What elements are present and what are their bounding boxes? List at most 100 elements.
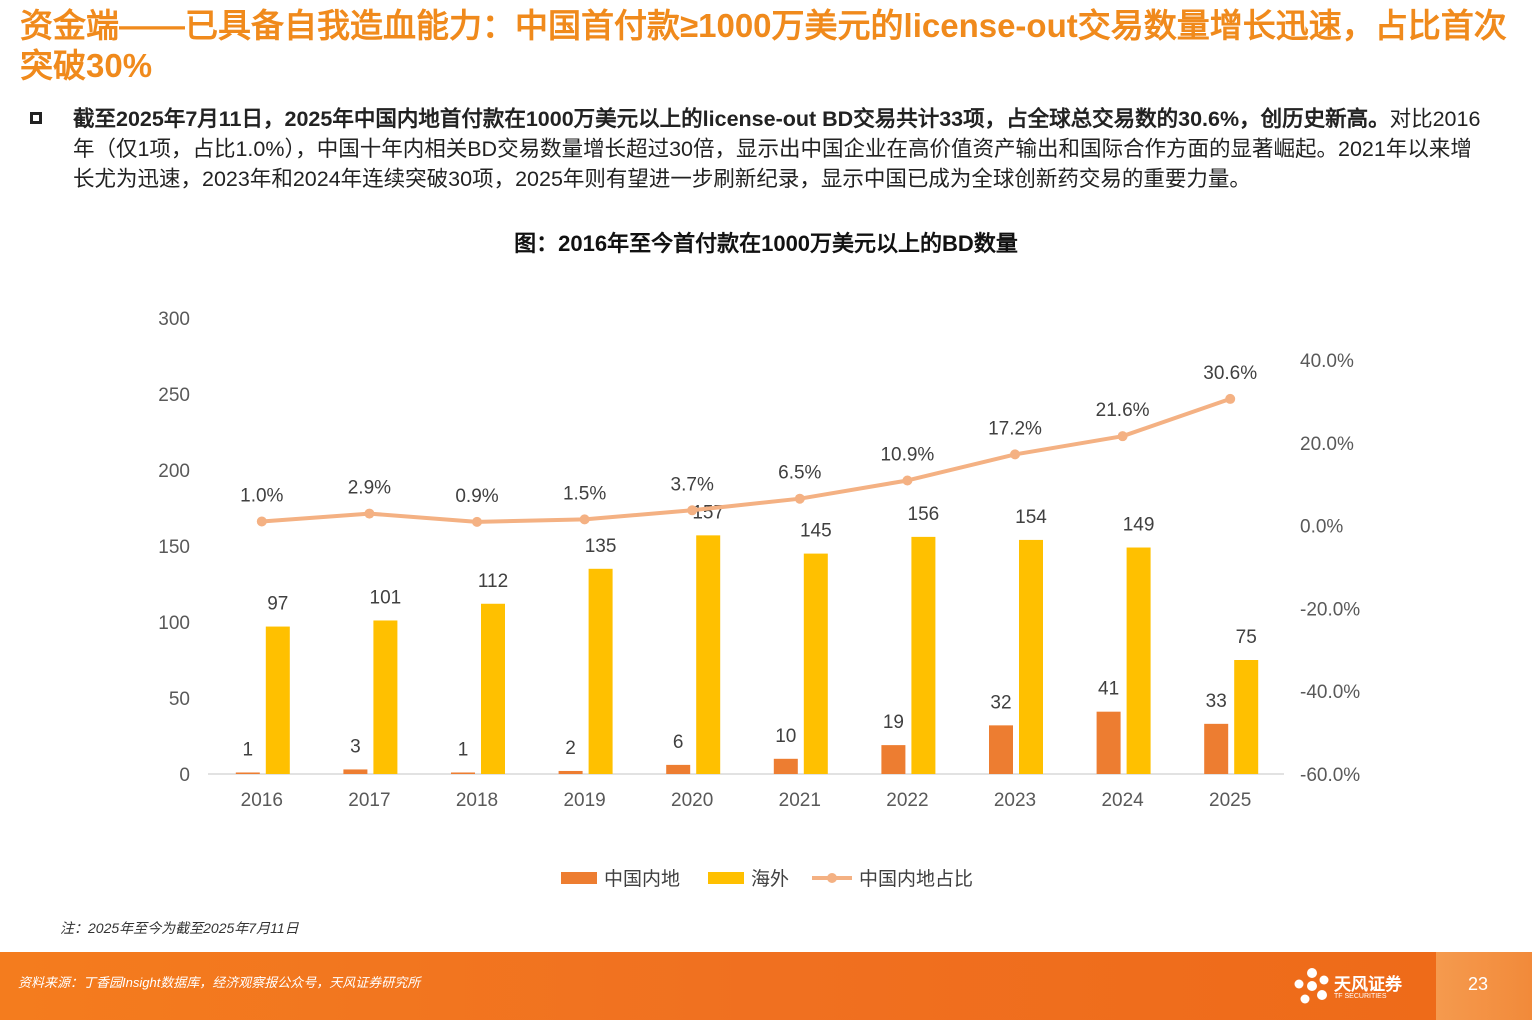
- y-left-tick-label: 150: [158, 537, 190, 558]
- ratio-point-2017: [364, 508, 375, 519]
- x-tick-label: 2022: [886, 790, 928, 811]
- ratio-point-2021: [794, 493, 805, 504]
- x-tick-label: 2016: [241, 790, 283, 811]
- ratio-point-2019: [579, 514, 590, 525]
- ratio-point-2022: [902, 475, 913, 486]
- legend-label-china: 中国内地: [604, 868, 680, 890]
- bar-label-china-2022: 19: [883, 712, 904, 733]
- bar-china-2019: [558, 770, 583, 774]
- page-title: 资金端——已具备自我造血能力：中国首付款≥1000万美元的license-out…: [20, 7, 1507, 84]
- ratio-label-2020: 3.7%: [671, 474, 714, 495]
- bar-label-china-2017: 3: [350, 736, 361, 757]
- bar-overseas-2017: [373, 620, 398, 774]
- ratio-point-2016: [256, 516, 267, 527]
- ratio-point-2018: [472, 516, 482, 527]
- legend-label-ratio: 中国内地占比: [859, 868, 973, 890]
- bar-china-2017: [343, 769, 368, 774]
- page-number-block: [1436, 952, 1532, 1020]
- y-right-tick-label: 20.0%: [1300, 434, 1354, 455]
- bar-label-overseas-2016: 97: [267, 594, 288, 615]
- ratio-point-2024: [1117, 431, 1128, 442]
- bar-overseas-2021: [803, 553, 828, 774]
- bar-china-2022: [881, 745, 906, 774]
- y-right-tick-label: -40.0%: [1300, 682, 1360, 703]
- ratio-point-2020: [687, 505, 698, 516]
- bar-china-2025: [1204, 723, 1229, 774]
- y-right-tick-label: -20.0%: [1300, 599, 1360, 620]
- ratio-label-2017: 2.9%: [348, 478, 391, 499]
- x-tick-label: 2025: [1209, 790, 1251, 811]
- legend-label-overseas: 海外: [751, 868, 789, 890]
- bar-label-overseas-2018: 112: [478, 571, 508, 592]
- bar-label-china-2025: 33: [1206, 691, 1227, 712]
- footer-source: 资料来源：丁香园Insight数据库，经济观察报公众号，天风证券研究所: [18, 975, 421, 990]
- bar-china-2023: [989, 725, 1013, 774]
- x-tick-label: 2019: [563, 790, 605, 811]
- legend-swatch-overseas: [708, 872, 744, 884]
- ratio-label-2019: 1.5%: [563, 483, 606, 504]
- bullet-body-text: 对比2016年（仅1项，占比1.0%），中国十年内相关BD交易数量增长超过30倍…: [73, 107, 1481, 191]
- bar-overseas-2019: [588, 568, 613, 774]
- bar-china-2021: [773, 758, 798, 774]
- bd-count-chart: 0 50 100 150 200 250 300 -60.0% -40.0% -20.0% 0.0%…: [158, 309, 1360, 890]
- x-tick-label: 2021: [779, 790, 821, 811]
- bullet-square-icon: [30, 112, 42, 124]
- ratio-point-2023: [1010, 449, 1020, 460]
- legend-swatch-ratio-point: [827, 873, 837, 883]
- x-tick-label: 2017: [348, 790, 390, 811]
- x-tick-label: 2018: [456, 790, 498, 811]
- x-tick-label: 2023: [994, 790, 1036, 811]
- bar-china-2018: [451, 772, 475, 774]
- ratio-label-2025: 30.6%: [1203, 363, 1257, 384]
- bar-label-overseas-2017: 101: [370, 587, 402, 608]
- ratio-label-2022: 10.9%: [880, 444, 934, 465]
- x-tick-label: 2020: [671, 790, 713, 811]
- bar-china-2020: [666, 764, 691, 774]
- y-left-tick-label: 100: [158, 613, 190, 634]
- bar-overseas-2022: [911, 536, 936, 774]
- bar-label-overseas-2019: 135: [585, 536, 617, 557]
- chart-title: 图：2016年至今首付款在1000万美元以上的BD数量: [514, 231, 1018, 256]
- logo-name: 天风证券: [1334, 975, 1402, 994]
- bar-label-overseas-2023: 154: [1015, 507, 1047, 528]
- bar-overseas-2023: [1019, 539, 1043, 774]
- company-logo: 天风证券 TF SECURITIES: [1292, 966, 1412, 1010]
- bar-label-overseas-2021: 145: [800, 521, 832, 542]
- bar-overseas-2024: [1126, 547, 1151, 774]
- bar-overseas-2018: [481, 603, 505, 774]
- bar-label-china-2020: 6: [673, 732, 684, 753]
- bar-label-china-2023: 32: [990, 692, 1011, 713]
- y-left-tick-label: 250: [158, 385, 190, 406]
- bar-overseas-2016: [265, 626, 290, 774]
- page-number: 23: [1468, 974, 1489, 994]
- bar-china-2024: [1096, 711, 1121, 774]
- bar-label-china-2024: 41: [1098, 679, 1119, 700]
- bar-label-overseas-2022: 156: [908, 504, 940, 525]
- bar-label-overseas-2025: 75: [1236, 627, 1257, 648]
- ratio-label-2021: 6.5%: [778, 463, 821, 484]
- bar-china-2016: [235, 772, 260, 774]
- footer-bar: 资料来源：丁香园Insight数据库，经济观察报公众号，天风证券研究所 天风证券…: [0, 952, 1532, 1020]
- bullet-text: 截至2025年7月11日，2025年中国内地首付款在1000万美元以上的lice…: [73, 104, 1493, 194]
- bar-label-overseas-2024: 149: [1123, 515, 1155, 536]
- chart-note: 注：2025年至今为截至2025年7月11日: [60, 920, 299, 936]
- y-right-tick-label: 0.0%: [1300, 517, 1343, 538]
- bar-label-china-2021: 10: [775, 726, 796, 747]
- ratio-point-2025: [1225, 393, 1236, 404]
- ratio-label-2024: 21.6%: [1096, 400, 1150, 421]
- flower-logo-icon: [1294, 968, 1329, 1004]
- x-tick-label: 2024: [1101, 790, 1144, 811]
- bar-overseas-2020: [696, 535, 721, 774]
- logo-subtitle: TF SECURITIES: [1334, 993, 1387, 1000]
- legend-swatch-china: [561, 872, 597, 884]
- y-left-tick-label: 50: [169, 689, 190, 710]
- bar-label-china-2019: 2: [565, 738, 576, 759]
- ratio-label-2016: 1.0%: [240, 485, 283, 506]
- y-right-tick-label: -60.0%: [1300, 765, 1360, 786]
- ratio-label-2023: 17.2%: [988, 418, 1042, 439]
- bullet-bold-text: 截至2025年7月11日，2025年中国内地首付款在1000万美元以上的lice…: [73, 107, 1390, 131]
- bar-label-china-2016: 1: [243, 739, 254, 760]
- ratio-label-2018: 0.9%: [455, 486, 498, 507]
- y-left-tick-label: 200: [158, 461, 190, 482]
- bar-overseas-2025: [1234, 660, 1259, 774]
